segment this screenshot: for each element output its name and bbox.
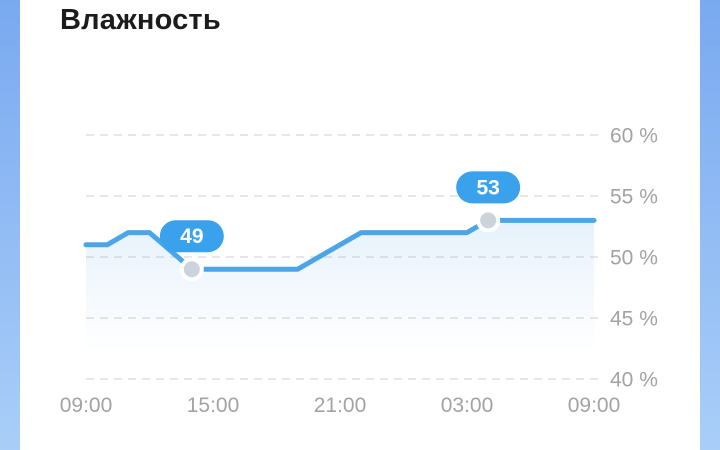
y-axis-labels: 60 % 55 % 50 % 45 % 40 % <box>610 125 658 392</box>
tooltip-value: 53 <box>476 176 499 199</box>
data-point-marker[interactable] <box>476 208 501 233</box>
x-axis-label: 09:00 <box>60 394 113 417</box>
y-axis-label: 55 % <box>610 186 658 209</box>
x-axis-labels: 09:00 15:00 21:00 03:00 09:00 <box>60 394 621 417</box>
page-title: Влажность <box>60 4 221 36</box>
tooltip-bubble[interactable] <box>456 171 521 204</box>
area-fill <box>86 220 594 350</box>
x-axis-label: 03:00 <box>441 394 494 417</box>
y-axis-label: 40 % <box>610 369 658 392</box>
tooltip-value: 49 <box>180 225 203 248</box>
humidity-line <box>83 217 597 272</box>
data-point-marker[interactable] <box>179 257 204 282</box>
tooltips: 49 53 <box>159 171 521 253</box>
y-axis-label: 45 % <box>610 308 658 331</box>
x-axis-label: 09:00 <box>568 394 621 417</box>
tooltip-bubble[interactable] <box>159 220 224 253</box>
markers <box>179 208 501 282</box>
y-axis-label: 50 % <box>610 247 658 270</box>
x-axis-label: 21:00 <box>314 394 367 417</box>
x-axis-label: 15:00 <box>187 394 240 417</box>
y-axis-label: 60 % <box>610 125 658 148</box>
